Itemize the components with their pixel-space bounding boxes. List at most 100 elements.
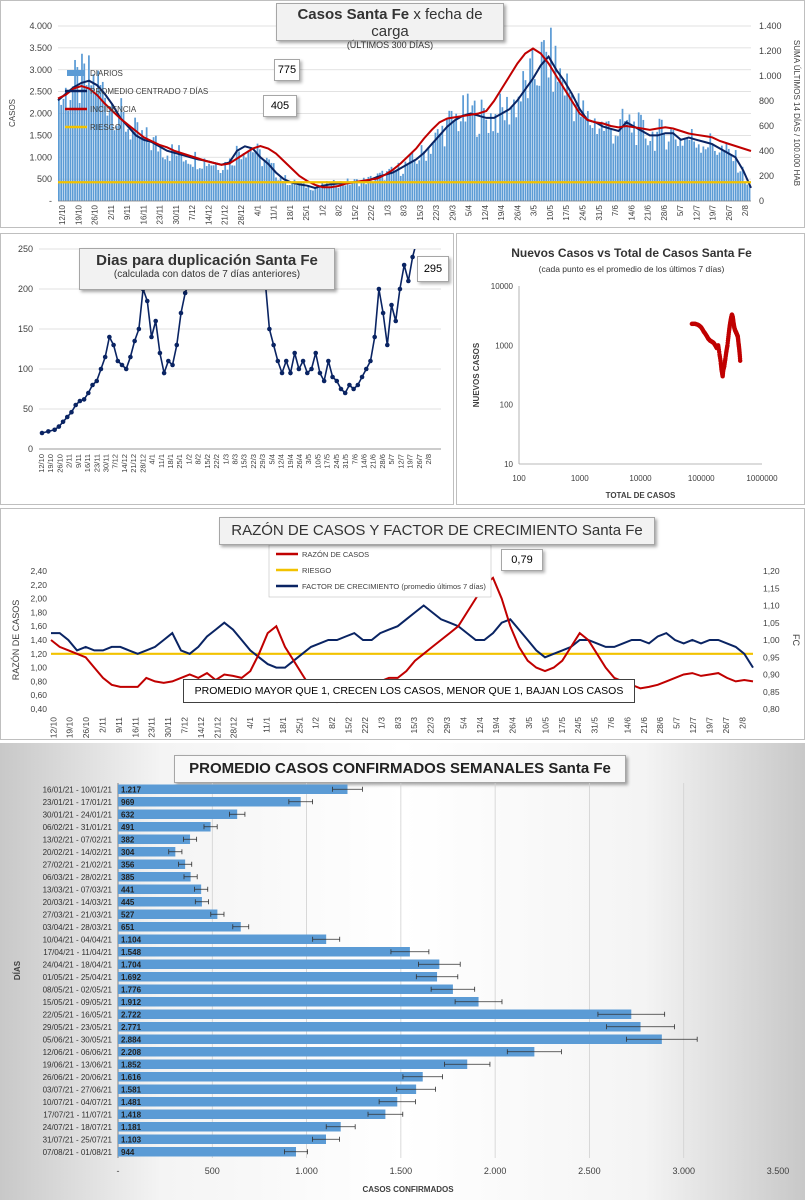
x-tick-label: 1.000 <box>295 1166 318 1176</box>
daily-bar <box>649 140 652 201</box>
doubling-point <box>119 362 125 368</box>
doubling-point <box>69 409 74 415</box>
daily-bar <box>383 180 386 201</box>
daily-bar <box>734 150 737 201</box>
bar-value-label: 445 <box>121 898 135 907</box>
daily-xtick-label: 26/4 <box>513 204 522 220</box>
doubling-point <box>313 350 319 356</box>
bar-value-label: 1.217 <box>121 785 142 794</box>
daily-bar <box>492 131 495 201</box>
daily-bar <box>496 132 499 201</box>
doubling-point <box>39 430 45 436</box>
daily-bar <box>286 185 289 201</box>
doubling-point <box>338 386 344 392</box>
doubling-days-title-box: Dias para duplicación Santa Fe (calculad… <box>79 248 335 290</box>
daily-bar <box>379 172 381 201</box>
bar-value-label: 1.776 <box>121 985 142 994</box>
daily-bar <box>665 149 668 201</box>
doubling-point <box>355 382 361 388</box>
category-label: 13/03/21 - 07/03/21 <box>43 885 113 894</box>
doubling-days-panel: 0 50 100 150 200 250 12/10 19/10 26/10 2/11 9/11 16… <box>0 233 454 505</box>
weekly-bar <box>118 1097 398 1107</box>
daily-bar <box>178 145 180 201</box>
daily-bar <box>203 158 206 201</box>
daily-bar <box>610 129 612 201</box>
daily-bar <box>432 143 434 201</box>
daily-bar <box>291 182 294 201</box>
weekly-bar <box>118 984 453 994</box>
bar-value-label: 304 <box>121 848 135 857</box>
doubling-days-subtitle: (calculada con datos de 7 días anteriore… <box>113 269 301 280</box>
ratio-xtick-label: 28/12 <box>229 717 239 739</box>
doubling-xtick-label: 31/5 <box>341 454 350 469</box>
daily-bar <box>688 139 691 201</box>
daily-bar <box>737 172 739 201</box>
doubling-point <box>107 334 112 340</box>
y-tick-label: 500 <box>37 174 52 184</box>
weekly-bar <box>118 1009 632 1019</box>
bar-value-label: 1.692 <box>121 973 142 982</box>
daily-bar <box>268 159 270 201</box>
doubling-point <box>334 378 340 384</box>
daily-xtick-label: 26/7 <box>725 204 734 220</box>
daily-bar <box>245 157 247 201</box>
daily-bar <box>76 67 79 201</box>
category-label: 24/04/21 - 18/04/21 <box>43 960 113 969</box>
daily-bar <box>298 183 300 201</box>
daily-bar <box>725 143 728 201</box>
category-label: 13/02/21 - 07/02/21 <box>43 835 113 844</box>
weekly-bar <box>118 1109 386 1119</box>
doubling-point <box>305 370 310 376</box>
doubling-xtick-label: 1/2 <box>184 454 193 464</box>
doubling-point <box>182 290 188 296</box>
doubling-point <box>368 358 373 364</box>
category-label: 20/02/21 - 14/02/21 <box>43 848 113 857</box>
legend-label: RIESGO <box>90 123 121 132</box>
daily-bar <box>185 160 187 201</box>
y-axis-title: CASOS <box>8 99 17 127</box>
ratio-xtick-label: 5/7 <box>672 717 682 729</box>
y2-tick-label: 0,80 <box>763 704 780 714</box>
daily-cases-subtitle: (ÚLTIMOS 300 DÍAS) <box>346 40 434 50</box>
daily-bar <box>305 187 307 201</box>
bar-value-label: 382 <box>121 835 135 844</box>
daily-bar <box>316 187 319 201</box>
daily-xtick-label: 12/4 <box>481 204 490 220</box>
y2-axis-title: FC <box>791 634 801 646</box>
doubling-point <box>128 354 133 360</box>
doubling-xtick-label: 7/6 <box>350 454 359 464</box>
category-label: 08/05/21 - 02/05/21 <box>43 985 113 994</box>
daily-bar <box>441 125 444 201</box>
daily-bar <box>667 141 670 201</box>
daily-bar <box>628 114 631 201</box>
daily-bar <box>395 170 397 201</box>
weekly-bar <box>118 797 301 807</box>
ratio-xtick-label: 2/11 <box>97 717 107 733</box>
ratio-xtick-label: 29/3 <box>442 717 452 734</box>
daily-bar <box>480 99 483 201</box>
ratio-xtick-label: 26/10 <box>81 717 91 739</box>
y-tick-label: 250 <box>18 244 33 254</box>
weekly-bar <box>118 947 410 957</box>
daily-bar <box>141 130 143 201</box>
daily-bar <box>323 186 326 201</box>
daily-bar <box>637 112 640 201</box>
value-box-295: 295 <box>417 256 449 282</box>
doubling-point <box>136 326 142 332</box>
ratio-xtick-label: 24/5 <box>573 717 583 734</box>
weekly-bar <box>118 897 202 907</box>
doubling-point <box>166 358 171 364</box>
daily-xtick-label: 28/12 <box>237 204 246 225</box>
daily-xtick-label: 16/11 <box>139 204 148 224</box>
daily-bar <box>554 45 557 201</box>
daily-bar <box>111 103 113 201</box>
weekly-bar <box>118 809 238 819</box>
bar-value-label: 1.418 <box>121 1110 142 1119</box>
daily-bar <box>422 151 425 201</box>
doubling-point <box>363 366 369 372</box>
daily-bar <box>681 145 684 201</box>
daily-bar <box>679 138 682 201</box>
daily-bar <box>118 117 120 201</box>
y-tick-label: 0,40 <box>30 704 47 714</box>
daily-bar <box>369 175 372 201</box>
